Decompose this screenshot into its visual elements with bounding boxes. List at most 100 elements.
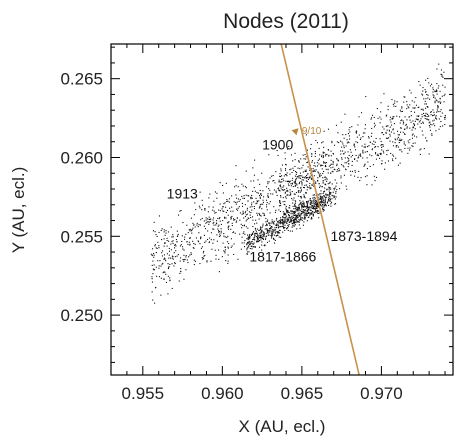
- data-point: [199, 263, 201, 265]
- data-point: [282, 201, 284, 203]
- data-point: [333, 189, 335, 191]
- data-point: [151, 281, 153, 283]
- data-point: [332, 195, 334, 197]
- data-point: [307, 207, 309, 209]
- data-point: [406, 108, 408, 110]
- data-point: [340, 153, 342, 155]
- data-point: [254, 232, 256, 234]
- data-point: [248, 235, 250, 237]
- data-point: [228, 198, 230, 200]
- data-point: [284, 217, 286, 219]
- data-point: [347, 151, 349, 153]
- data-point: [251, 248, 253, 250]
- data-point: [158, 267, 160, 269]
- data-point: [351, 160, 353, 162]
- data-point: [265, 235, 267, 237]
- data-point: [354, 171, 356, 173]
- data-point: [282, 178, 284, 180]
- data-point: [313, 169, 315, 171]
- data-point: [209, 193, 211, 195]
- data-point: [298, 191, 300, 193]
- data-point: [323, 195, 325, 197]
- data-point: [160, 229, 162, 231]
- data-point: [306, 210, 308, 212]
- data-point: [301, 213, 303, 215]
- data-point: [317, 206, 319, 208]
- data-point: [234, 186, 236, 188]
- data-point: [265, 225, 267, 227]
- data-point: [275, 232, 277, 234]
- data-point: [299, 168, 301, 170]
- data-point: [303, 211, 305, 213]
- data-point: [332, 191, 334, 193]
- data-point: [302, 171, 304, 173]
- data-point: [273, 220, 275, 222]
- data-point: [285, 216, 287, 218]
- data-point: [289, 169, 291, 171]
- data-point: [180, 270, 182, 272]
- data-point: [325, 198, 327, 200]
- data-point: [292, 177, 294, 179]
- data-point: [263, 231, 265, 233]
- data-point: [289, 191, 291, 193]
- data-point: [321, 186, 323, 188]
- data-point: [219, 235, 221, 237]
- data-point: [215, 212, 217, 214]
- data-point: [288, 214, 290, 216]
- data-point: [431, 133, 433, 135]
- data-point: [284, 192, 286, 194]
- data-point: [335, 203, 337, 205]
- data-point: [266, 229, 268, 231]
- data-point: [254, 229, 256, 231]
- data-point: [198, 224, 200, 226]
- data-point: [236, 217, 238, 219]
- data-point: [315, 169, 317, 171]
- data-point: [419, 153, 421, 155]
- data-point: [219, 233, 221, 235]
- data-point: [301, 175, 303, 177]
- data-point: [418, 81, 420, 83]
- data-point: [212, 222, 214, 224]
- data-point: [185, 233, 187, 235]
- data-point: [261, 226, 263, 228]
- data-point: [166, 240, 168, 242]
- data-point: [296, 210, 298, 212]
- data-point: [260, 231, 262, 233]
- data-point: [266, 206, 268, 208]
- data-point: [199, 191, 201, 193]
- data-point: [360, 155, 362, 157]
- data-point: [203, 225, 205, 227]
- data-point: [311, 160, 313, 162]
- data-point: [223, 250, 225, 252]
- data-point: [152, 248, 154, 250]
- data-point: [310, 209, 312, 211]
- data-point: [400, 127, 402, 129]
- data-point: [282, 221, 284, 223]
- data-point: [267, 232, 269, 234]
- data-point: [245, 214, 247, 216]
- data-point: [237, 198, 239, 200]
- data-point: [194, 226, 196, 228]
- data-point: [342, 143, 344, 145]
- data-point: [404, 116, 406, 118]
- data-point: [324, 190, 326, 192]
- x-tick-label: 0.955: [122, 384, 165, 403]
- data-point: [317, 205, 319, 207]
- data-point: [318, 210, 320, 212]
- data-point: [278, 205, 280, 207]
- data-point: [300, 202, 302, 204]
- data-point: [293, 211, 295, 213]
- data-point: [286, 187, 288, 189]
- data-point: [267, 222, 269, 224]
- data-point: [266, 223, 268, 225]
- data-point: [272, 230, 274, 232]
- data-point: [364, 124, 366, 126]
- data-point: [295, 192, 297, 194]
- data-point: [307, 177, 309, 179]
- data-point: [314, 203, 316, 205]
- data-point: [222, 220, 224, 222]
- data-point: [244, 204, 246, 206]
- data-point: [417, 106, 419, 108]
- data-point: [213, 210, 215, 212]
- data-point: [396, 101, 398, 103]
